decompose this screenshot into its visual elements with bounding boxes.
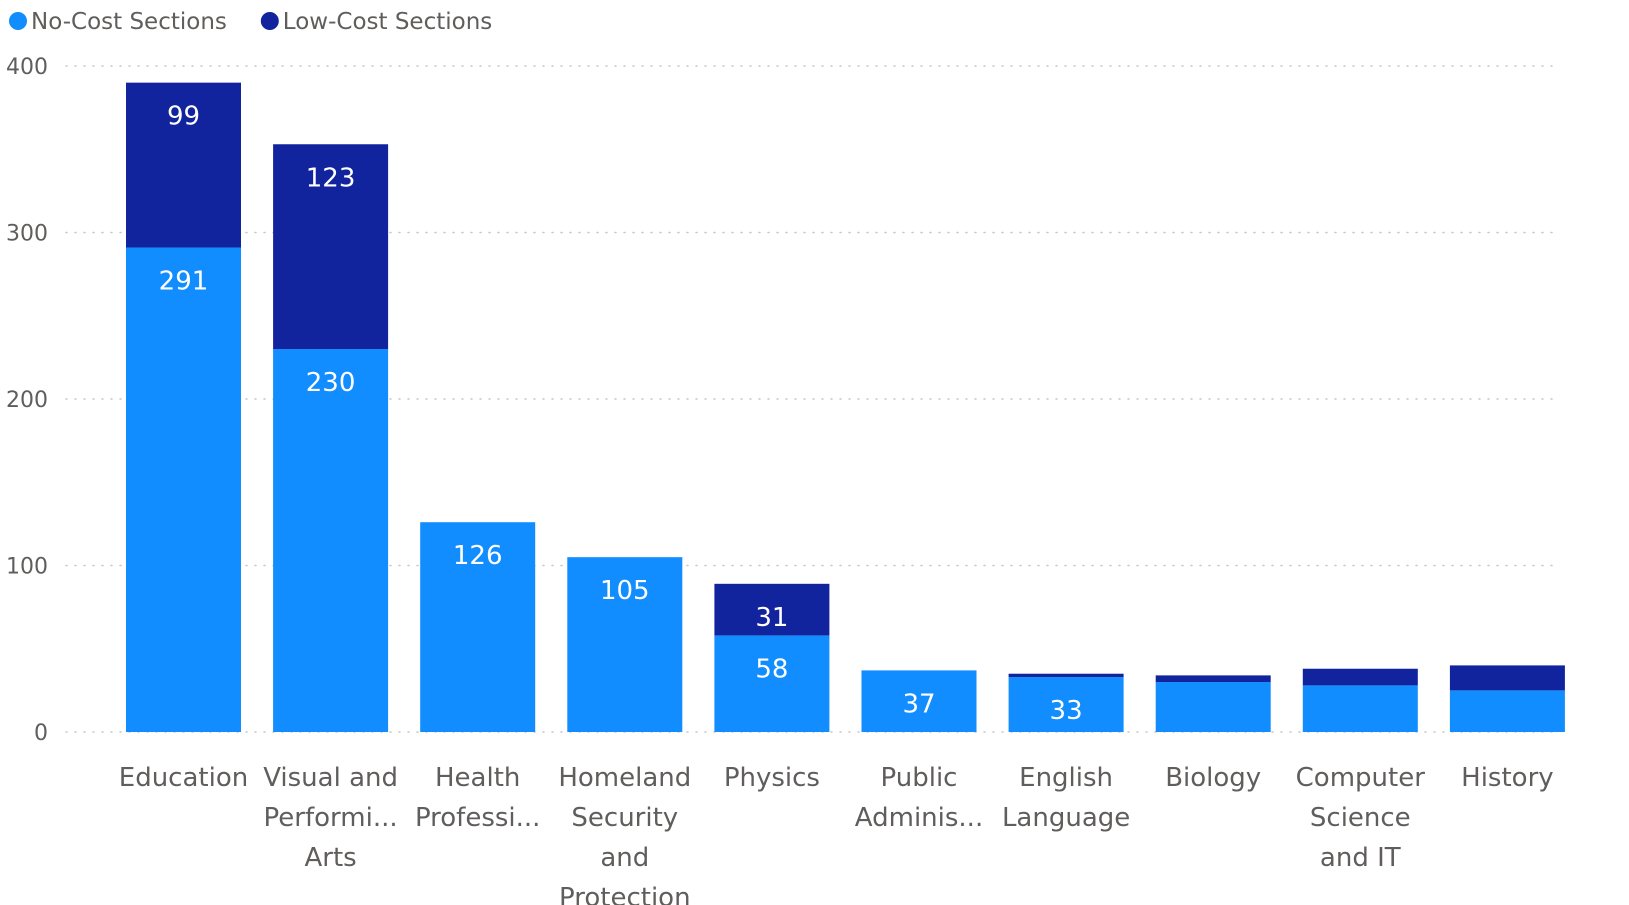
y-tick-label-0: 0 — [34, 721, 48, 746]
x-tick-label-8: Computer Science and IT — [1296, 763, 1426, 873]
y-axis: 0 100 200 300 400 — [6, 55, 48, 746]
x-tick-label-7: Biology — [1165, 763, 1261, 793]
bar-no-cost-6[interactable] — [1008, 677, 1124, 732]
bar-no-cost-2[interactable] — [420, 522, 536, 732]
x-tick-label-9: History — [1461, 763, 1554, 793]
bar-no-cost-1[interactable] — [273, 349, 389, 732]
x-tick-label-1: Visual and Performi... Arts — [263, 763, 398, 873]
bar-no-cost-9[interactable] — [1449, 690, 1565, 732]
bar-low-cost-1[interactable] — [273, 144, 389, 350]
bar-low-cost-0[interactable] — [126, 82, 241, 248]
data-label-low-cost-4: 31 — [755, 603, 788, 633]
x-axis: Education Visual and Performi... ArtsHealth… — [119, 763, 1554, 905]
bar-low-cost-8[interactable] — [1302, 668, 1418, 686]
bar-no-cost-3[interactable] — [567, 557, 683, 732]
bar-low-cost-6[interactable] — [1008, 673, 1124, 678]
data-label-low-cost-1: 123 — [306, 163, 356, 193]
y-tick-label-300: 300 — [6, 222, 48, 247]
data-label-no-cost-5: 37 — [902, 689, 935, 719]
bar-low-cost-9[interactable] — [1449, 665, 1565, 691]
data-label-low-cost-0: 99 — [167, 102, 200, 132]
bar-no-cost-8[interactable] — [1302, 685, 1418, 732]
data-label-no-cost-6: 33 — [1050, 696, 1083, 726]
x-tick-label-5: Public Adminis... — [855, 763, 983, 833]
bar-no-cost-5[interactable] — [861, 670, 977, 732]
data-labels: 291 99 230 123 126 105 58 31 37 33 — [159, 102, 1083, 726]
x-tick-label-3: Homeland Security and Protection — [558, 763, 691, 905]
x-tick-label-4: Physics — [724, 763, 820, 793]
bar-low-cost-4[interactable] — [714, 583, 830, 636]
legend-swatch-no-cost-sections — [9, 12, 27, 30]
x-tick-label-2: Health Professi... — [415, 763, 541, 833]
bar-no-cost-4[interactable] — [714, 635, 830, 732]
legend-label-low-cost-sections: Low-Cost Sections — [283, 9, 492, 35]
bars — [126, 82, 1565, 733]
bar-no-cost-0[interactable] — [126, 247, 241, 733]
legend-label-no-cost-sections: No-Cost Sections — [31, 9, 227, 35]
x-tick-label-6: English Language — [1002, 763, 1130, 833]
x-tick-label-0: Education — [119, 763, 248, 793]
legend: No-Cost Sections Low-Cost Sections — [9, 9, 492, 35]
y-tick-label-200: 200 — [6, 388, 48, 413]
data-label-no-cost-4: 58 — [755, 654, 788, 684]
y-tick-label-100: 100 — [6, 555, 48, 580]
bar-low-cost-7[interactable] — [1155, 675, 1271, 683]
bar-no-cost-7[interactable] — [1155, 682, 1271, 732]
legend-swatch-low-cost-sections — [260, 12, 279, 30]
data-label-no-cost-0: 291 — [159, 266, 209, 296]
data-label-no-cost-2: 126 — [453, 541, 503, 571]
data-label-no-cost-3: 105 — [600, 576, 650, 606]
y-tick-label-400: 400 — [6, 55, 48, 80]
data-label-no-cost-1: 230 — [306, 368, 356, 398]
